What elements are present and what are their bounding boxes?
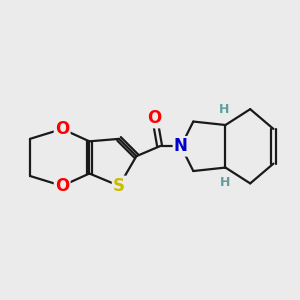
Text: H: H (220, 176, 231, 189)
Text: O: O (148, 109, 162, 127)
Text: O: O (55, 177, 69, 195)
Text: H: H (219, 103, 230, 116)
Text: O: O (55, 120, 69, 138)
Text: N: N (174, 137, 188, 155)
Text: S: S (113, 177, 125, 195)
